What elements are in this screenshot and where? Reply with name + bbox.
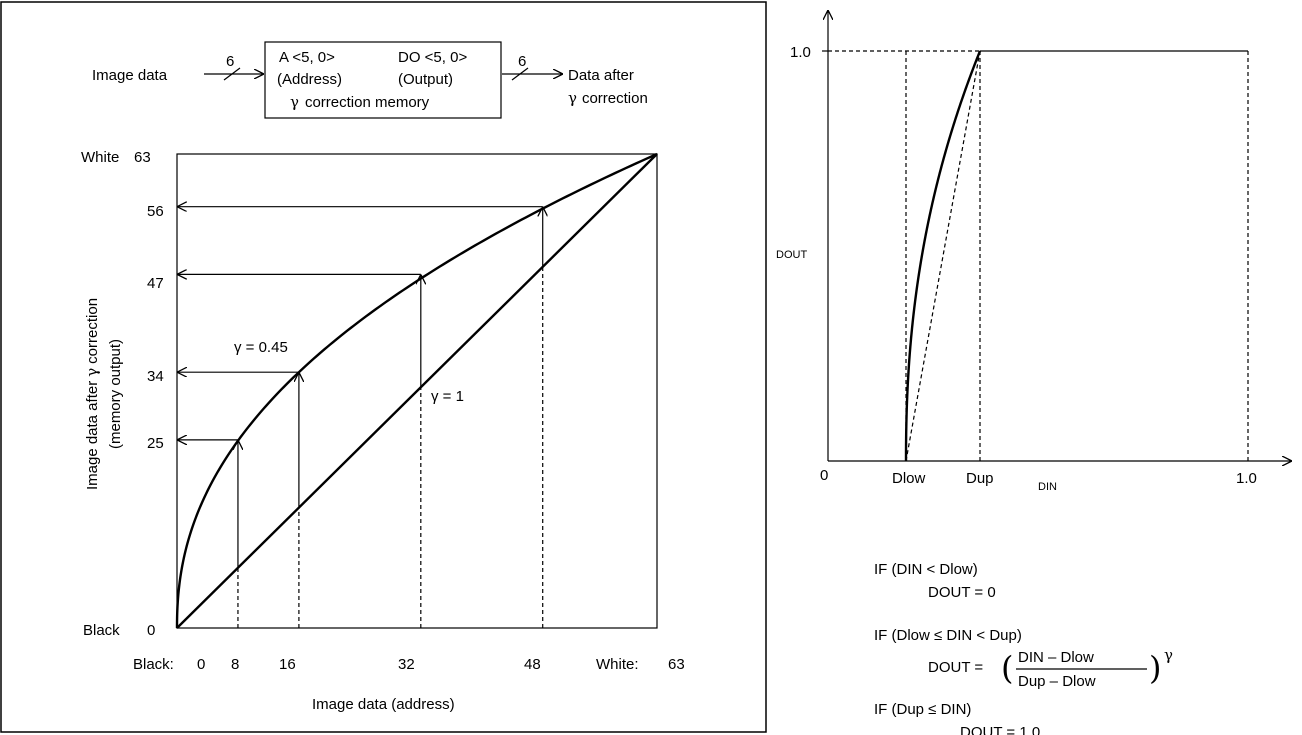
linear-reference-dashed [905, 50, 981, 462]
y-tick-25: 25 [147, 435, 164, 452]
image-data-input-label: Image data [92, 67, 168, 84]
y-tick-34: 34 [147, 368, 164, 385]
formula-block: IF (DIN < Dlow) DOUT = 0 IF (Dlow ≤ DIN … [874, 561, 1173, 735]
left-paren: ( [1001, 649, 1013, 687]
gamma-symbol: γ [83, 368, 101, 377]
result-2-exponent: γ [1164, 646, 1173, 664]
output-caption: (Output) [398, 71, 453, 88]
x-tick-dup: Dup [966, 470, 994, 487]
output-label-line2: γ correction [568, 89, 648, 107]
normalized-curve-marks [904, 50, 982, 461]
condition-2: IF (Dlow ≤ DIN < Dup) [874, 627, 1022, 644]
x-tick-dlow: Dlow [892, 470, 926, 487]
condition-1: IF (DIN < Dlow) [874, 561, 978, 578]
address-port-label: A <5, 0> [279, 49, 335, 66]
output-label-line2-text: correction [582, 90, 648, 107]
x-tick-0: 0 [197, 656, 205, 673]
gamma-symbol: γ [290, 93, 299, 111]
right-paren: ) [1149, 649, 1161, 687]
result-3: DOUT = 1.0 [960, 724, 1040, 735]
x-tick-8: 8 [231, 656, 239, 673]
x-tick-63: 63 [668, 656, 685, 673]
result-1: DOUT = 0 [928, 584, 996, 601]
memory-label-text: correction memory [305, 94, 430, 111]
address-caption: (Address) [277, 71, 342, 88]
graph-frame [176, 153, 658, 629]
origin-label: 0 [820, 467, 828, 484]
y-tick-47: 47 [147, 275, 164, 292]
result-2-denominator: Dup – Dlow [1018, 673, 1096, 690]
gamma-graph: White Black 63 56 47 34 25 0 Black: 0 8 … [81, 149, 685, 713]
condition-3: IF (Dup ≤ DIN) [874, 701, 971, 718]
gamma-symbol: γ [568, 89, 577, 107]
y-axis-label-pre: Image data after [84, 381, 101, 490]
output-port-label: DO <5, 0> [398, 49, 467, 66]
line-label-gamma-1: γ = 1 [431, 388, 464, 405]
memory-label: γ correction memory [290, 93, 430, 111]
result-2-lhs: DOUT = [928, 659, 983, 676]
output-label-line1: Data after [568, 67, 634, 84]
x-tick-48: 48 [524, 656, 541, 673]
y-tick-0: 0 [147, 622, 155, 639]
result-2-numerator: DIN – Dlow [1018, 649, 1094, 666]
y-tick-63: 63 [134, 149, 151, 166]
left-panel-frame [0, 1, 767, 733]
y-axis-label-post: correction [84, 298, 101, 364]
output-bits-label: 6 [518, 53, 526, 70]
y-top-label: White [81, 149, 119, 166]
y-axis-label-line1: Image data after γ correction [83, 298, 101, 490]
input-bits-label: 6 [226, 53, 234, 70]
x-tick-1: 1.0 [1236, 470, 1257, 487]
normalized-gamma-curve [904, 50, 982, 461]
gamma-memory-block-diagram: Image data 6 A <5, 0> (Address) DO <5, 0… [92, 41, 648, 119]
x-axis-label: DIN [1038, 481, 1057, 493]
output-bus-slash [511, 67, 529, 81]
curve-label-gamma-045: γ = 0.45 [234, 339, 288, 356]
x-tick-black-label: Black: [133, 656, 174, 673]
x-tick-32: 32 [398, 656, 415, 673]
y-tick-56: 56 [147, 203, 164, 220]
normalized-gamma-graph: 0 1.0 Dlow Dup 1.0 DIN DOUT [776, 10, 1292, 493]
gamma-graph-marks [175, 152, 658, 629]
x-tick-16: 16 [279, 656, 296, 673]
x-tick-white-label: White: [596, 656, 639, 673]
y-tick-1: 1.0 [790, 44, 811, 61]
x-axis-label: Image data (address) [312, 696, 455, 713]
y-bottom-label: Black [83, 622, 120, 639]
y-axis-label-line2: (memory output) [107, 339, 124, 449]
y-axis-label: DOUT [776, 249, 807, 261]
input-bus-slash [223, 67, 241, 81]
gamma-045-curve [175, 152, 658, 628]
memory-block [264, 41, 502, 119]
gamma-1-line [176, 153, 658, 629]
